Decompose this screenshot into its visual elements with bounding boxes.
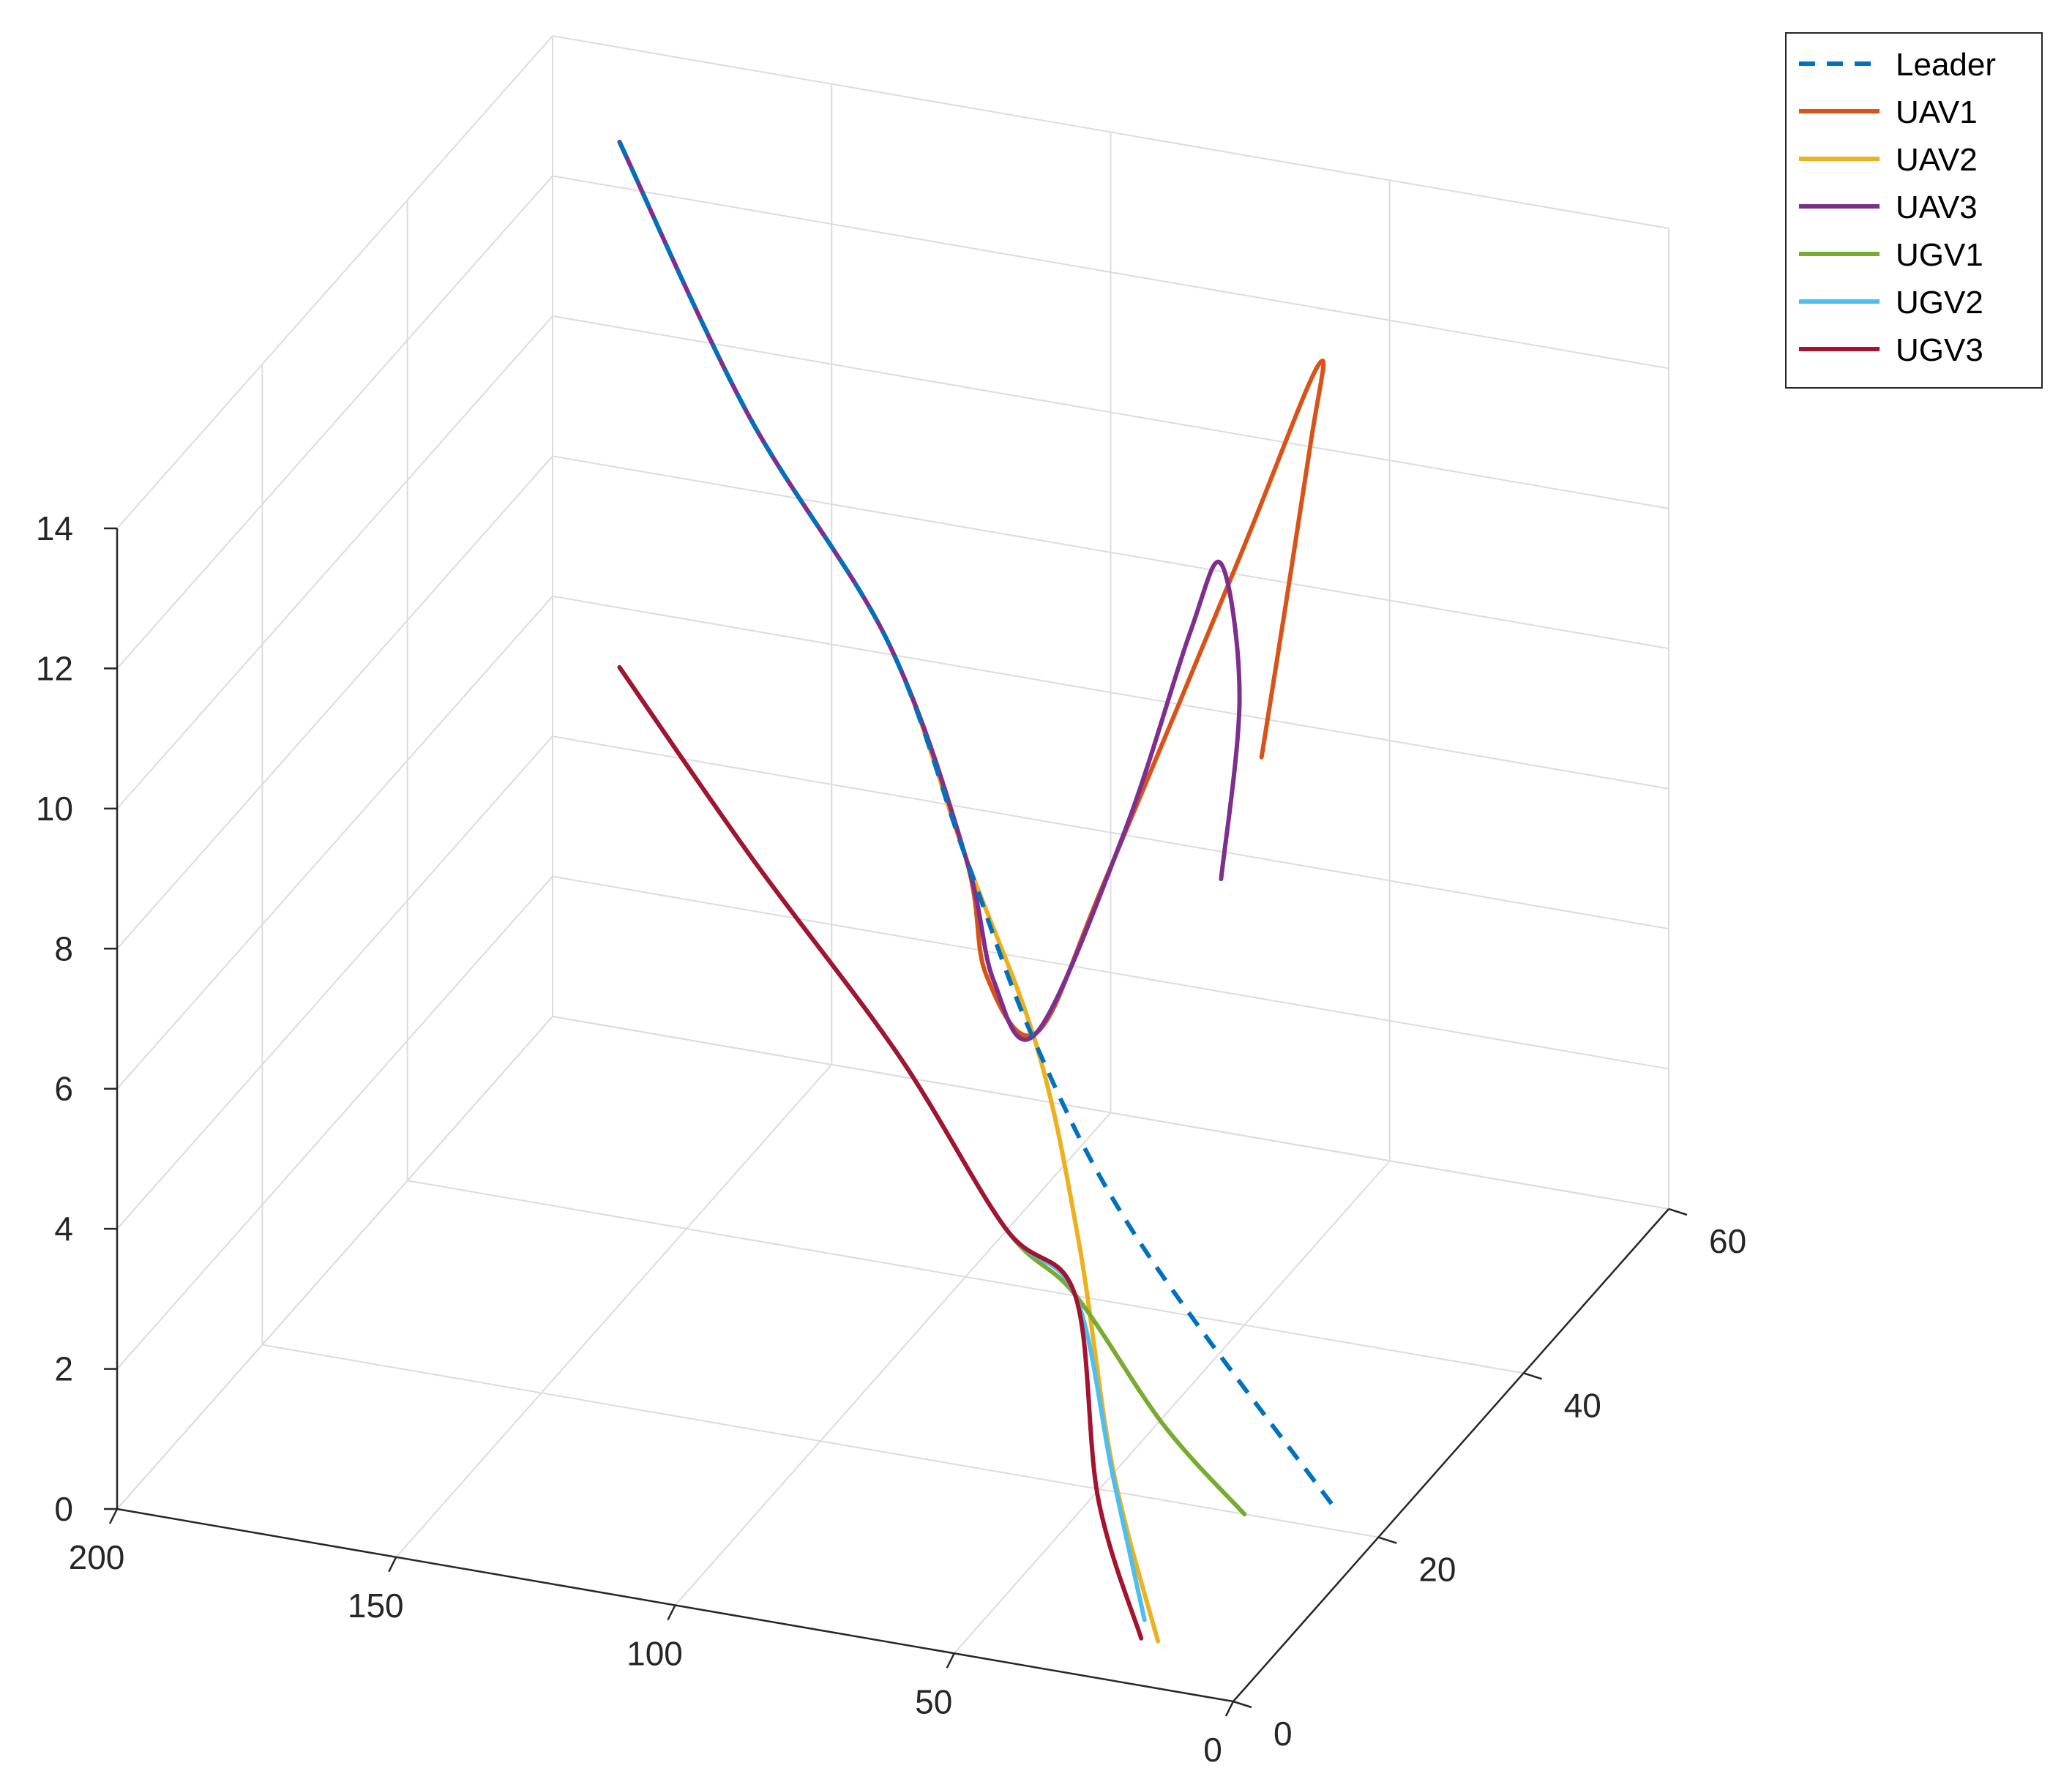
grid-back-z-2 bbox=[552, 735, 1669, 930]
legend-label-uav1: UAV1 bbox=[1896, 94, 1978, 130]
legend: Leader UAV1 UAV2 UAV3 UGV1 UGV2 UGV3 bbox=[1785, 32, 2043, 389]
legend-label-uav3: UAV3 bbox=[1896, 190, 1978, 225]
legend-label-uav2: UAV2 bbox=[1896, 142, 1978, 178]
x-tick-150 bbox=[388, 1557, 397, 1573]
grid-side-z-6 bbox=[116, 175, 553, 670]
grid-side-z-1 bbox=[116, 875, 553, 1370]
y-tick-60 bbox=[1668, 1207, 1688, 1216]
y-tick-label-20: 20 bbox=[1418, 1551, 1456, 1589]
z-tick-label-6: 6 bbox=[54, 1070, 73, 1108]
z-tick-label-12: 12 bbox=[36, 649, 73, 687]
grid-side-z-2 bbox=[116, 735, 553, 1229]
grid-back-z-0 bbox=[552, 1016, 1669, 1210]
y-axis-line bbox=[1233, 1208, 1669, 1702]
grid-side-z-3 bbox=[116, 596, 553, 1090]
z-tick-label-0: 0 bbox=[54, 1490, 73, 1528]
x-tick-0 bbox=[1224, 1701, 1235, 1717]
y-tick-0 bbox=[1233, 1700, 1252, 1709]
grid-back-z-1 bbox=[552, 875, 1669, 1070]
grid-side-z-5 bbox=[116, 315, 553, 809]
grid-side-z-7 bbox=[116, 35, 553, 529]
grid-floor-y-1 bbox=[262, 1344, 1379, 1538]
z-tick-label-8: 8 bbox=[54, 929, 73, 967]
x-tick-label-0: 0 bbox=[1203, 1731, 1222, 1769]
y-tick-40 bbox=[1523, 1372, 1543, 1380]
grid-floor-y-2 bbox=[407, 1180, 1524, 1374]
y-tick-label-60: 60 bbox=[1709, 1222, 1746, 1260]
series-line-ugv3 bbox=[617, 664, 1144, 1641]
z-tick-label-2: 2 bbox=[54, 1350, 73, 1388]
grid-side-z-4 bbox=[116, 455, 553, 949]
x-tick-200 bbox=[108, 1508, 119, 1524]
z-tick-label-4: 4 bbox=[54, 1210, 73, 1248]
grid-back-z-6 bbox=[552, 175, 1669, 370]
y-tick-label-0: 0 bbox=[1274, 1715, 1293, 1753]
z-tick-label-14: 14 bbox=[36, 509, 73, 547]
y-tick-20 bbox=[1377, 1536, 1397, 1544]
series-line-leader bbox=[617, 141, 1339, 1513]
grid-floor-x-2 bbox=[674, 1112, 1112, 1606]
legend-label-ugv1: UGV1 bbox=[1896, 237, 1983, 273]
grid-side-z-0 bbox=[116, 1016, 553, 1510]
x-tick-label-100: 100 bbox=[627, 1635, 683, 1673]
legend-label-ugv3: UGV3 bbox=[1896, 332, 1983, 368]
series-lines bbox=[617, 140, 1339, 1644]
y-tick-label-40: 40 bbox=[1564, 1386, 1601, 1424]
x-tick-50 bbox=[946, 1652, 955, 1669]
grid-back-z-4 bbox=[552, 455, 1669, 650]
legend-label-leader: Leader bbox=[1896, 47, 1996, 83]
legend-label-ugv2: UGV2 bbox=[1896, 285, 1983, 321]
grid-back-z-3 bbox=[552, 595, 1669, 790]
grid-back-z-7 bbox=[552, 35, 1669, 229]
z-tick-label-10: 10 bbox=[36, 790, 73, 828]
legend-box bbox=[1785, 32, 2043, 389]
x-tick-100 bbox=[667, 1604, 676, 1621]
series-line-uav3 bbox=[617, 140, 1242, 1042]
grid-back-z-5 bbox=[552, 315, 1669, 509]
grid-floor-x-1 bbox=[954, 1160, 1391, 1654]
axis-ticks: 0 50 100 150 200 0 20 40 60 0 2 4 6 8 10 12 14 bbox=[36, 509, 1746, 1769]
x-tick-label-200: 200 bbox=[69, 1538, 125, 1576]
x-tick-label-150: 150 bbox=[348, 1587, 404, 1625]
x-tick-label-50: 50 bbox=[915, 1682, 952, 1720]
grid-floor-x-3 bbox=[395, 1064, 832, 1558]
